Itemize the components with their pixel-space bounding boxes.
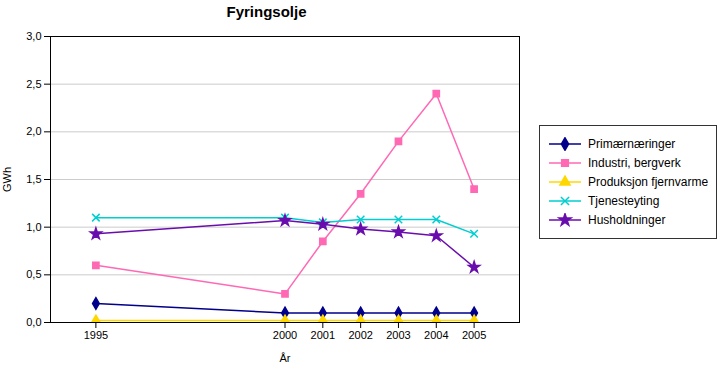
- svg-text:1,5: 1,5: [26, 173, 41, 185]
- html-text:Fyringsolje: Fyringsolje: [226, 3, 307, 20]
- svg-text:GWh: GWh: [1, 167, 13, 192]
- svg-text:2004: 2004: [424, 329, 448, 341]
- svg-text:0,0: 0,0: [26, 316, 41, 328]
- svg-text:2,0: 2,0: [26, 125, 41, 137]
- html-text:Husholdninger: Husholdninger: [588, 213, 666, 227]
- svg-text:2,5: 2,5: [26, 78, 41, 90]
- svg-text:3,0: 3,0: [26, 30, 41, 42]
- svg-text:2001: 2001: [311, 329, 335, 341]
- html-text:Industri, bergverk: Industri, bergverk: [588, 156, 681, 170]
- svg-text:2002: 2002: [348, 329, 372, 341]
- svg-text:2003: 2003: [386, 329, 410, 341]
- html-text:Primærnæringer: Primærnæringer: [588, 137, 676, 151]
- svg-text:År: År: [280, 352, 291, 364]
- svg-text:1995: 1995: [84, 329, 108, 341]
- html-text:Tjenesteyting: Tjenesteyting: [588, 194, 660, 208]
- svg-text:2005: 2005: [462, 329, 486, 341]
- svg-text:1,0: 1,0: [26, 221, 41, 233]
- svg-text:2000: 2000: [273, 329, 297, 341]
- html-text:Produksjon fjernvarme: Produksjon fjernvarme: [588, 175, 709, 189]
- svg-text:0,5: 0,5: [26, 268, 41, 280]
